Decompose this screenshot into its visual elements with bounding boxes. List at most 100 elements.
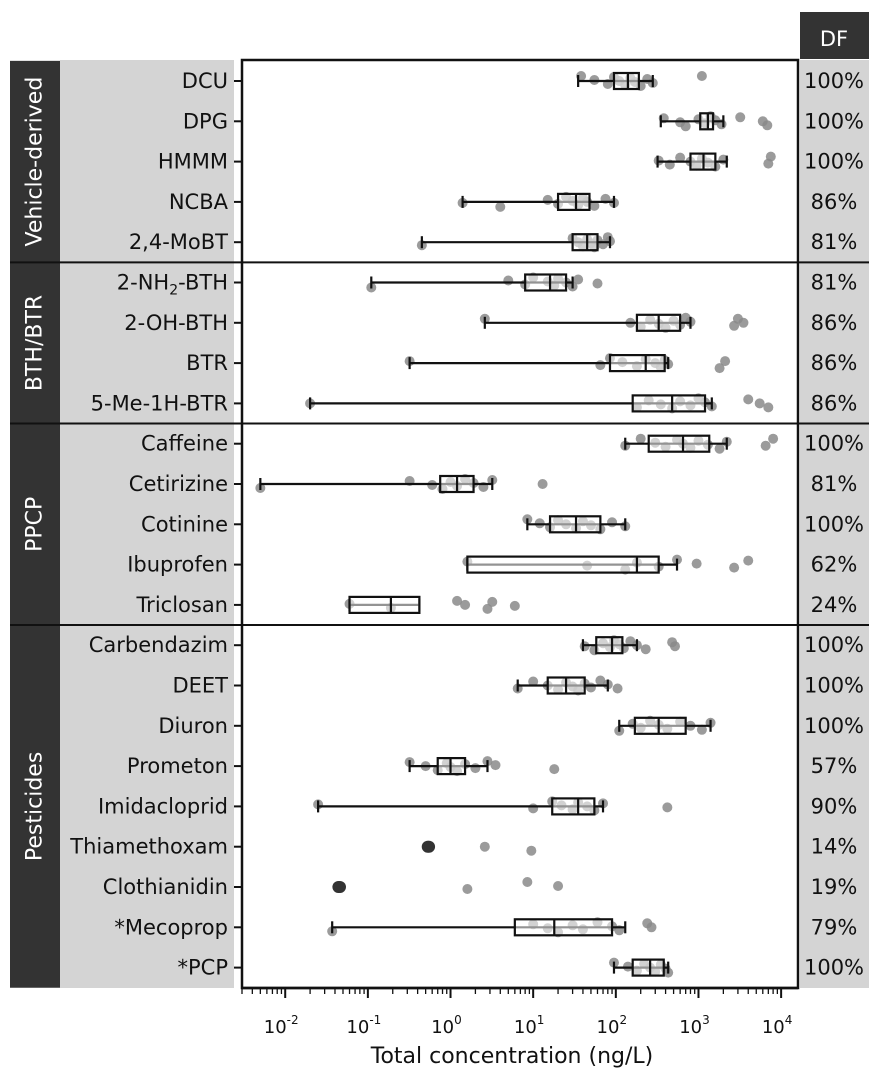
data-point — [452, 595, 463, 606]
data-point — [460, 599, 471, 610]
row-label-part: 2-NH — [117, 271, 169, 295]
row-label-subscript: 2 — [169, 283, 178, 299]
data-point — [680, 121, 691, 132]
x-tick-exponent: 3 — [702, 1013, 710, 1027]
group-band — [10, 262, 60, 424]
data-point — [635, 433, 646, 444]
iqr-box — [633, 716, 687, 735]
group-label: Vehicle-derived — [23, 77, 48, 247]
row-label: Cotinine — [141, 512, 228, 536]
data-point — [670, 641, 681, 652]
data-point — [675, 152, 686, 163]
x-tick-exponent: 0 — [454, 1013, 462, 1027]
data-point — [490, 760, 501, 771]
data-point — [720, 356, 731, 367]
data-point — [509, 600, 520, 611]
label-background — [60, 60, 234, 988]
iqr-box — [699, 112, 715, 131]
row-label: DEET — [172, 674, 228, 698]
data-point — [607, 517, 618, 528]
group-layer: Vehicle-derived BTH/BTR PPCP Pesticides — [10, 60, 869, 988]
data-point — [487, 596, 498, 607]
x-tick-base: 10 — [679, 1017, 702, 1038]
row-label: NCBA — [169, 190, 229, 214]
x-tick-base: 10 — [514, 1017, 537, 1038]
row-label: Carbendazim — [89, 633, 228, 657]
iqr-box — [647, 434, 711, 453]
data-point — [743, 394, 754, 405]
data-point — [738, 317, 749, 328]
x-tick-label: 102 — [597, 1013, 628, 1038]
data-point — [735, 112, 746, 123]
data-point — [696, 724, 707, 735]
df-value: 81% — [811, 230, 858, 254]
x-tick-label: 10-2 — [264, 1013, 299, 1038]
data-point — [612, 683, 623, 694]
data-point — [762, 120, 773, 131]
plot-area — [255, 71, 779, 978]
iqr-box — [608, 354, 666, 373]
x-tick-label: 100 — [431, 1013, 462, 1038]
x-tick-exponent: -1 — [369, 1013, 381, 1027]
data-point — [768, 433, 779, 444]
group-label: PPCP — [23, 497, 48, 552]
iqr-box — [466, 555, 660, 574]
x-tick-exponent: 4 — [785, 1013, 793, 1027]
data-point — [479, 841, 490, 852]
row-label: Caffeine — [141, 432, 228, 456]
row-label-part: -BTH — [178, 271, 228, 295]
data-point — [765, 151, 776, 162]
data-point — [522, 877, 533, 887]
x-tick-exponent: 1 — [537, 1013, 545, 1027]
data-point — [595, 360, 606, 371]
row-label: 2,4-MoBT — [129, 230, 228, 254]
df-header: DF — [820, 27, 848, 51]
data-point — [691, 558, 702, 569]
data-point — [763, 402, 774, 413]
iqr-box — [556, 192, 591, 211]
df-value: 86% — [811, 311, 858, 335]
data-point — [553, 881, 564, 891]
data-point — [528, 803, 539, 814]
df-value: 100% — [804, 714, 864, 738]
row-label: Cetirizine — [129, 472, 228, 496]
df-value: 19% — [811, 875, 858, 899]
row-label: DPG — [183, 109, 228, 133]
df-value: 24% — [811, 593, 858, 617]
plot-frame — [240, 58, 800, 990]
row-layer: DCU 100% DPG 100% HMMM 100% NCBA 86% 2,4-MoBT 81%… — [69, 69, 864, 980]
data-point — [589, 200, 600, 211]
group-label: Pesticides — [23, 752, 48, 861]
data-point — [754, 398, 765, 409]
row-label: Ibuprofen — [127, 553, 228, 577]
row-label: 2-NH2-BTH — [117, 271, 228, 299]
data-point — [743, 555, 754, 566]
x-tick-label: 104 — [762, 1013, 793, 1038]
row-label: DCU — [182, 69, 228, 93]
data-point — [526, 845, 537, 856]
data-point — [585, 682, 596, 693]
df-value: 100% — [804, 956, 864, 980]
data-point — [549, 764, 560, 775]
df-value: 100% — [804, 633, 864, 657]
df-value: 81% — [811, 472, 858, 496]
data-point — [503, 275, 514, 286]
data-point — [760, 440, 771, 451]
df-value: 90% — [811, 794, 858, 818]
data-point — [729, 562, 740, 573]
group-band — [10, 625, 60, 988]
data-point — [573, 274, 584, 285]
iqr-box — [631, 958, 665, 977]
data-point — [714, 443, 725, 454]
row-label: 5-Me-1H-BTR — [91, 391, 228, 415]
iqr-box — [571, 233, 599, 252]
df-value: 100% — [804, 109, 864, 133]
df-value: 86% — [811, 351, 858, 375]
data-point — [592, 278, 603, 289]
df-value: 14% — [811, 835, 858, 859]
row-label: *Mecoprop — [114, 915, 228, 939]
x-tick-label: 103 — [679, 1013, 710, 1038]
df-value: 100% — [804, 432, 864, 456]
row-label: Diuron — [158, 714, 228, 738]
